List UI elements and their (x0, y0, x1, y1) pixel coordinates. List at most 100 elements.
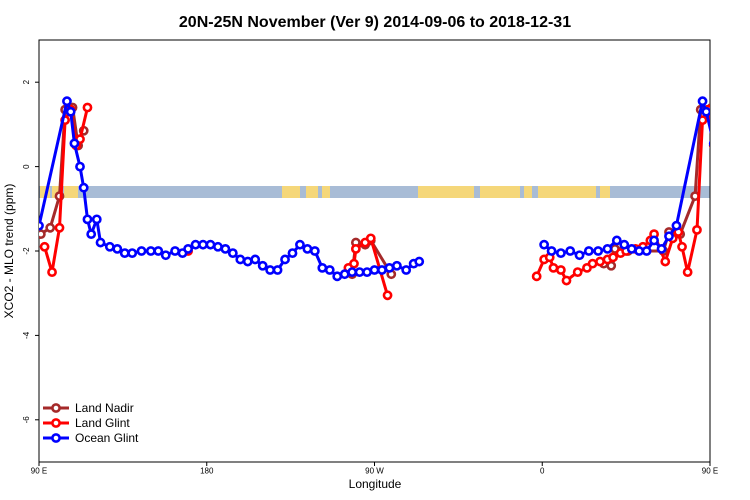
data-point (634, 246, 645, 256)
data-point (145, 246, 156, 256)
data-point (119, 248, 130, 259)
data-point (539, 239, 550, 250)
data-point (350, 243, 361, 254)
data-point (587, 258, 598, 269)
data-point (339, 269, 350, 280)
chart-title: 20N-25N November (Ver 9) 2014-09-06 to 2… (179, 14, 571, 31)
y-tick-label-1: 0 (22, 164, 31, 169)
data-point (153, 246, 164, 256)
x-axis-label: Longitude (349, 477, 402, 491)
data-point (332, 271, 343, 282)
data-point (718, 184, 725, 191)
data-point (257, 260, 268, 271)
map-land-6 (418, 186, 474, 198)
x-tick-label-1: 180 (200, 467, 214, 476)
data-point (78, 182, 89, 193)
data-point (697, 96, 708, 107)
data-point (39, 229, 46, 240)
data-point (740, 239, 747, 246)
data-point (324, 265, 335, 275)
data-point (611, 235, 622, 246)
data-point (287, 248, 298, 259)
data-point (160, 250, 171, 261)
data-point (82, 214, 93, 225)
data-point (86, 229, 97, 240)
data-point (574, 250, 585, 261)
data-point (75, 161, 85, 172)
data-point (91, 214, 102, 225)
data-point (572, 267, 583, 277)
data-point (45, 222, 56, 233)
data-point (608, 252, 618, 263)
map-land-8 (524, 186, 532, 198)
y-tick-label-3: -4 (22, 331, 31, 339)
data-point (391, 260, 402, 271)
series-ocean-glint (39, 96, 747, 282)
data-point (104, 241, 115, 252)
legend-marker-1 (51, 418, 61, 428)
data-point (708, 142, 710, 149)
data-point (382, 290, 393, 301)
data-point (198, 239, 208, 250)
data-point (660, 256, 671, 267)
data-point (682, 267, 693, 277)
data-point (714, 163, 721, 170)
legend-label-1: Land Glint (75, 416, 130, 430)
data-point (362, 267, 372, 277)
data-point (369, 265, 380, 275)
legend-label-2: Ocean Glint (75, 431, 139, 445)
x-tick-label-2: 90 W (365, 467, 384, 476)
data-point (280, 254, 290, 265)
data-point (626, 243, 637, 254)
map-land-0 (40, 186, 50, 198)
legend-marker-0 (51, 403, 61, 413)
data-point (593, 246, 604, 256)
data-point (309, 246, 320, 256)
data-point (127, 248, 138, 259)
data-point (365, 233, 376, 244)
map-land-3 (282, 186, 300, 198)
data-point (265, 265, 276, 275)
data-point (213, 241, 223, 252)
data-point (295, 239, 305, 250)
data-point (235, 254, 246, 265)
data-point (656, 243, 667, 254)
data-point (602, 243, 613, 254)
data-point (112, 243, 123, 254)
data-point (714, 127, 721, 134)
data-point (649, 235, 659, 246)
x-tick-label-4: 90 E (702, 467, 718, 476)
data-point (708, 140, 710, 147)
data-point (242, 256, 253, 267)
data-point (205, 239, 216, 250)
data-point (95, 237, 106, 248)
map-land-9 (538, 186, 596, 198)
data-point (227, 248, 238, 259)
data-point (583, 246, 594, 256)
data-point (82, 102, 93, 113)
data-point (62, 96, 72, 107)
legend-item-1: Land Glint (43, 416, 130, 430)
map-land-10 (600, 186, 610, 198)
x-tick-label-0: 90 E (31, 467, 47, 476)
y-axis-label: XCO2 - MLO trend (ppm) (2, 184, 16, 319)
map-land-5 (322, 186, 330, 198)
data-point (136, 246, 147, 256)
data-point (723, 216, 730, 223)
legend-label-0: Land Nadir (75, 401, 134, 415)
data-point (302, 243, 313, 254)
data-point (220, 243, 231, 254)
x-tick-label-3: 0 (540, 467, 545, 476)
series-group (39, 96, 747, 301)
data-point (170, 246, 180, 256)
map-land-7 (480, 186, 520, 198)
data-point (727, 231, 734, 238)
map-strip (39, 186, 710, 198)
data-point (692, 224, 702, 235)
data-point (546, 246, 557, 256)
data-point (384, 262, 395, 273)
data-point (548, 262, 559, 273)
data-point (190, 239, 201, 250)
data-point (401, 265, 412, 275)
